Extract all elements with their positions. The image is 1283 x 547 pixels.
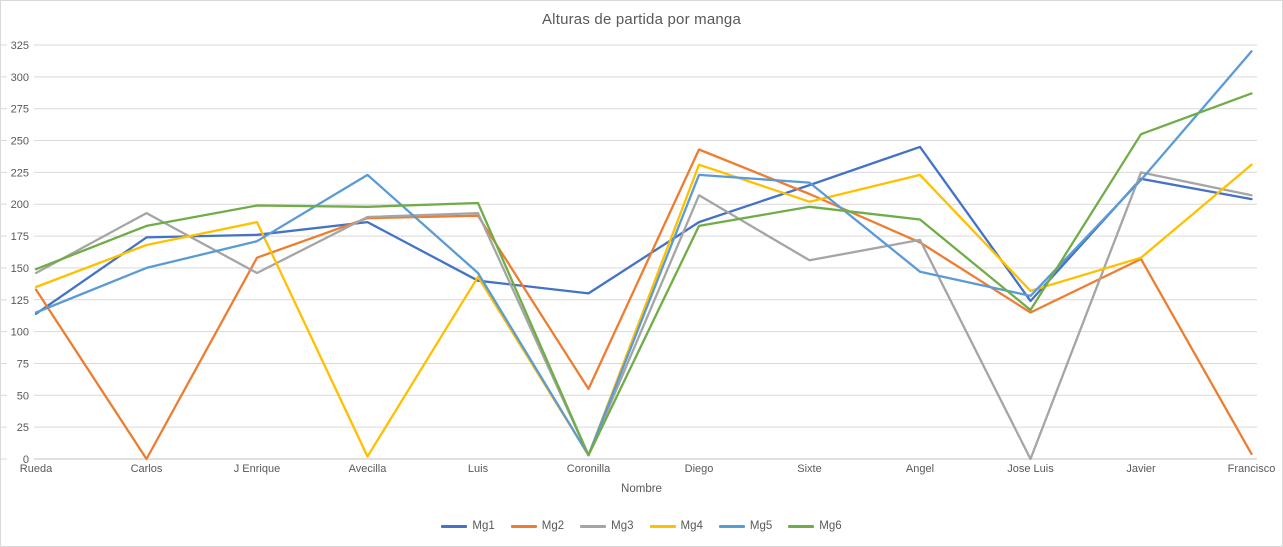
series-line-Mg6[interactable]	[34, 92, 1253, 457]
x-category-label: J Enrique	[234, 463, 280, 475]
series-line-Mg4[interactable]	[34, 163, 1253, 458]
x-category-label: Diego	[685, 463, 714, 475]
legend-item-Mg1[interactable]: Mg1	[441, 520, 495, 532]
y-tick-label: 325	[11, 40, 29, 52]
x-category-label: Luis	[468, 463, 489, 475]
series-line-Mg3[interactable]	[34, 171, 1253, 461]
y-tick-label: 100	[11, 327, 29, 339]
legend-label-Mg1: Mg1	[472, 520, 495, 532]
legend-label-Mg2: Mg2	[541, 520, 565, 532]
legend-label-Mg4: Mg4	[680, 520, 703, 532]
legend-swatch-Mg5	[718, 524, 745, 528]
y-tick-label: 200	[11, 199, 29, 211]
y-tick-label: 225	[11, 167, 29, 179]
y-tick-label: 300	[11, 72, 29, 84]
legend-swatch-Mg6	[788, 524, 815, 528]
y-tick-label: 150	[11, 263, 29, 275]
y-tick-label: 125	[11, 295, 29, 307]
x-category-label: Angel	[906, 463, 934, 475]
legend-item-Mg3[interactable]: Mg3	[580, 520, 634, 532]
legend-item-Mg6[interactable]: Mg6	[788, 520, 842, 532]
legend-label-Mg5: Mg5	[749, 520, 773, 532]
legend-item-Mg4[interactable]: Mg4	[649, 520, 703, 532]
legend-item-Mg2[interactable]: Mg2	[510, 520, 565, 532]
y-tick-label: 275	[11, 104, 29, 116]
legend-swatch-Mg1	[441, 524, 468, 528]
y-tick-label: 250	[11, 136, 29, 148]
chart-title: Alturas de partida por manga	[541, 11, 742, 28]
series-line-Mg5[interactable]	[34, 50, 1253, 457]
legend-label-Mg6: Mg6	[819, 520, 842, 532]
series-line-Mg2[interactable]	[34, 148, 1253, 461]
x-category-label: Avecilla	[349, 463, 388, 475]
y-tick-label: 75	[17, 358, 29, 370]
legend-swatch-Mg4	[649, 524, 676, 528]
y-tick-label: 0	[23, 454, 29, 466]
y-tick-label: 25	[17, 422, 29, 434]
x-axis-title: Nombre	[621, 483, 662, 495]
y-tick-label: 175	[11, 231, 29, 243]
legend-item-Mg5[interactable]: Mg5	[718, 520, 773, 532]
x-category-label: Javier	[1126, 463, 1156, 475]
legend-swatch-Mg2	[510, 524, 537, 528]
x-category-label: Jose Luis	[1007, 463, 1054, 475]
x-category-label: Carlos	[131, 463, 163, 475]
legend-label-Mg3: Mg3	[611, 520, 634, 532]
legend-swatch-Mg3	[580, 524, 607, 528]
x-category-label: Francisco	[1228, 463, 1276, 475]
y-tick-label: 50	[17, 390, 29, 402]
legend: Mg1 Mg2 Mg3 Mg4 Mg5 Mg6	[1, 520, 1282, 532]
x-category-label: Rueda	[20, 463, 53, 475]
x-category-label: Coronilla	[567, 463, 611, 475]
x-category-label: Sixte	[797, 463, 821, 475]
